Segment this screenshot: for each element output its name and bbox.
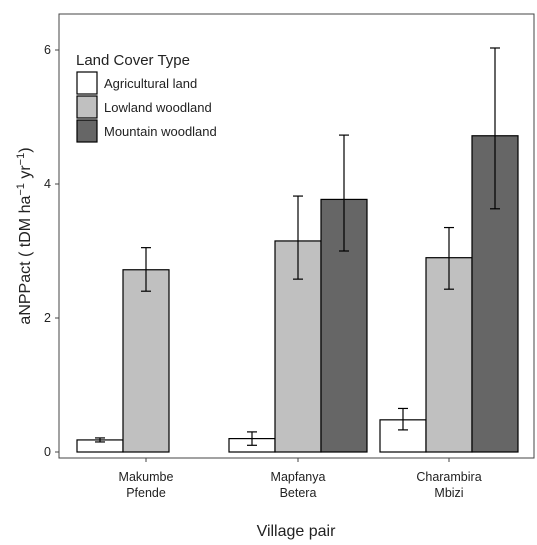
y-axis-ticks: 0 2 4 6: [44, 43, 59, 459]
legend: Land Cover Type Agricultural land Lowland…: [76, 52, 217, 143]
x-tick-label: Makumbe Pfende: [119, 470, 174, 500]
x-tick-label-line1: Makumbe: [119, 470, 174, 484]
x-tick-label-line1: Mapfanya: [271, 470, 326, 484]
legend-swatch: [76, 119, 98, 143]
bar: [122, 269, 170, 453]
y-axis-title-main: aNPPact ( tDM ha: [17, 196, 34, 325]
x-tick-label-line2: Mbizi: [434, 486, 463, 500]
x-tick-label-line1: Charambira: [416, 470, 481, 484]
legend-swatch: [76, 95, 98, 119]
y-axis-title-sup2: −1: [15, 153, 27, 166]
chart-marks: [76, 47, 519, 453]
y-axis-title: aNPPact ( tDM ha−1 yr−1): [15, 147, 34, 324]
legend-label: Lowland woodland: [104, 100, 212, 115]
y-axis-title-sup1: −1: [15, 183, 27, 196]
legend-swatch: [76, 71, 98, 95]
y-axis-title-end: ): [17, 147, 34, 152]
y-tick-label: 6: [44, 43, 51, 57]
y-axis-title-mid: yr: [17, 165, 34, 183]
legend-items: Agricultural land Lowland woodland Mountai…: [76, 71, 217, 143]
x-axis-ticks: Makumbe Pfende Mapfanya Betera Charambira Mbi…: [119, 458, 482, 500]
y-tick-label: 2: [44, 311, 51, 325]
y-tick-label: 4: [44, 177, 51, 191]
x-tick-label: Charambira Mbizi: [416, 470, 481, 500]
legend-title: Land Cover Type: [76, 52, 190, 69]
x-tick-label: Mapfanya Betera: [271, 470, 326, 500]
legend-label: Mountain woodland: [104, 124, 217, 139]
x-tick-label-line2: Pfende: [126, 486, 166, 500]
legend-label: Agricultural land: [104, 76, 197, 91]
bar: [425, 257, 473, 453]
y-tick-label: 0: [44, 445, 51, 459]
x-axis-title: Village pair: [257, 523, 337, 540]
x-tick-label-line2: Betera: [280, 486, 317, 500]
